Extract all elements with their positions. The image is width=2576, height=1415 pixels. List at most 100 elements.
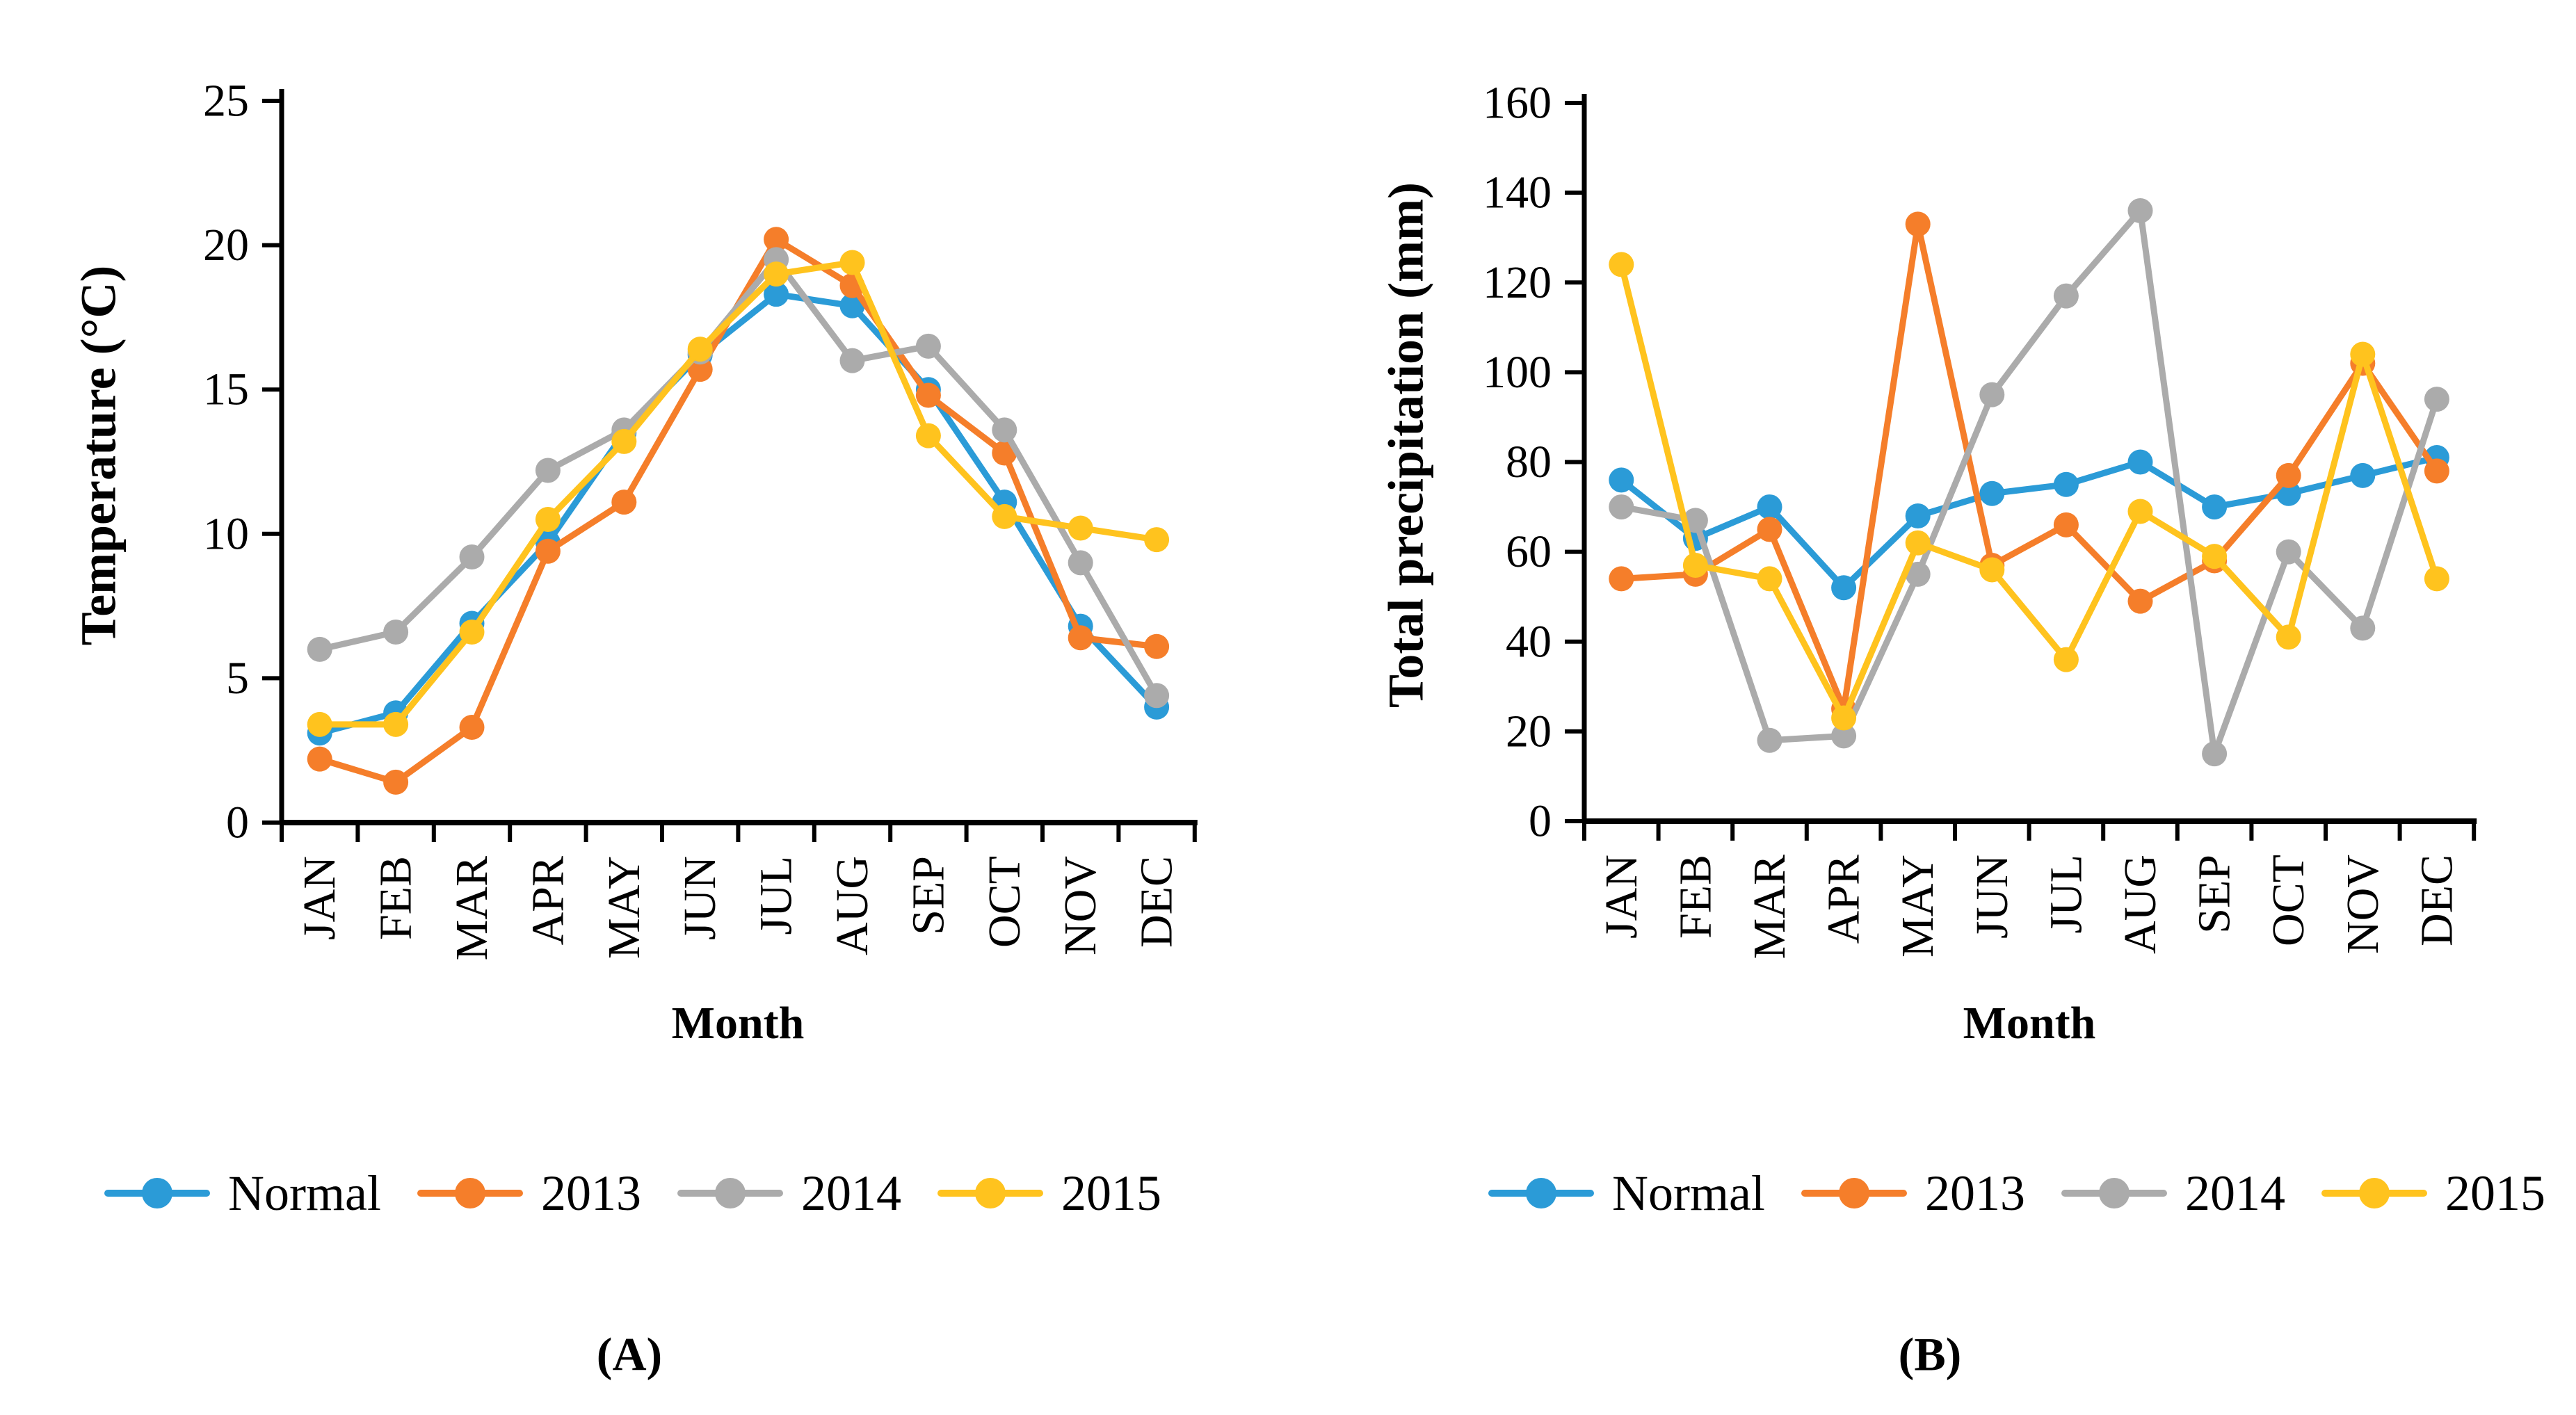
- data-point: [1068, 550, 1093, 576]
- y-tick-label: 80: [1506, 437, 1552, 487]
- series-normal: [1609, 445, 2449, 601]
- legend-label-normal: Normal: [1612, 1165, 1765, 1221]
- data-point: [459, 714, 485, 740]
- x-tick-label: APR: [1819, 855, 1869, 944]
- data-point: [764, 261, 789, 287]
- data-point: [611, 490, 637, 515]
- y-tick-label: 0: [226, 798, 249, 848]
- data-point: [307, 711, 332, 737]
- x-tick-label: SEP: [903, 856, 953, 935]
- data-point: [1979, 557, 2005, 583]
- data-point: [535, 507, 561, 533]
- legend-dot-icon: [974, 1178, 1006, 1208]
- y-tick-label: 60: [1506, 526, 1552, 577]
- data-point: [915, 423, 941, 448]
- data-point: [1757, 566, 1782, 592]
- legend-marker-normal: [1488, 1178, 1594, 1208]
- series-line: [1618, 220, 2440, 713]
- data-point: [1682, 552, 1708, 578]
- legend-chart-a: Normal 2013 2014 2015: [104, 1168, 1161, 1218]
- x-tick-label: JAN: [1596, 855, 1647, 939]
- series-2015: [307, 250, 1170, 737]
- data-point: [535, 458, 561, 483]
- data-point: [1609, 494, 1634, 520]
- data-point: [2276, 624, 2301, 650]
- data-point: [1831, 723, 1857, 749]
- x-tick-label: JUL: [2040, 855, 2091, 934]
- data-point: [1905, 503, 1931, 528]
- data-point: [764, 282, 789, 307]
- data-point: [687, 337, 713, 362]
- data-point: [611, 428, 637, 454]
- legend-label-normal: Normal: [228, 1165, 381, 1221]
- x-tick-label: NOV: [1055, 856, 1106, 955]
- legend-chart-b: Normal 2013 2014 2015: [1488, 1168, 2545, 1218]
- data-point: [764, 227, 789, 252]
- data-point: [2127, 588, 2153, 614]
- data-point: [915, 333, 941, 359]
- data-point: [2053, 512, 2079, 537]
- chart-panel-A: 0 5 10 15 20 25 JAN FEB MAR APR MAY JUN JUL AUG SEP OCT…: [203, 76, 1198, 960]
- legend-marker-2015: [2321, 1178, 2427, 1208]
- data-point: [2202, 544, 2228, 569]
- series-line: [1618, 261, 2440, 722]
- caption-panel-a: (A): [596, 1327, 663, 1381]
- x-tick-label: MAR: [446, 856, 497, 960]
- x-tick-label: AUG: [2115, 855, 2166, 954]
- data-point: [383, 769, 409, 795]
- legend-dot-icon: [1838, 1178, 1869, 1208]
- y-tick-label: 25: [203, 76, 249, 127]
- x-axis-title-month-a: Month: [671, 998, 805, 1049]
- y-axis-title-temperature: Temperature (°C): [70, 265, 127, 646]
- series-line: [316, 259, 1160, 728]
- y-tick-label: 15: [203, 364, 249, 415]
- x-tick-label: JUN: [1967, 855, 2018, 939]
- x-tick-label: OCT: [2263, 855, 2314, 946]
- y-tick-label: 120: [1483, 257, 1552, 308]
- legend-item-2015: 2015: [2321, 1168, 2545, 1218]
- x-tick-label: JAN: [294, 856, 345, 940]
- data-point: [2424, 387, 2449, 412]
- legend-dot-icon: [714, 1178, 746, 1208]
- data-point: [1831, 575, 1857, 601]
- legend-item-2013: 2013: [417, 1168, 641, 1218]
- data-point: [383, 711, 409, 737]
- data-point: [2276, 539, 2301, 565]
- data-point: [1609, 467, 1634, 493]
- caption-panel-b: (B): [1898, 1327, 1962, 1381]
- x-tick-label: SEP: [2189, 855, 2240, 934]
- legend-label-2014: 2014: [800, 1165, 901, 1221]
- legend-dot-icon: [2098, 1178, 2130, 1208]
- data-point: [1757, 494, 1782, 520]
- legend-label-2015: 2015: [1061, 1165, 1161, 1221]
- x-tick-label: AUG: [827, 856, 878, 955]
- legend-marker-normal: [104, 1178, 210, 1208]
- series-2015: [1609, 252, 2449, 731]
- data-point: [1757, 517, 1782, 542]
- data-point: [839, 250, 865, 275]
- data-point: [2276, 462, 2301, 488]
- data-point: [915, 382, 941, 408]
- y-tick-label: 20: [1506, 706, 1552, 757]
- legend-dot-icon: [454, 1178, 485, 1208]
- data-point: [2350, 462, 2376, 488]
- data-point: [1609, 252, 1634, 277]
- legend-item-2014: 2014: [2061, 1168, 2285, 1218]
- y-tick-label: 100: [1483, 347, 1552, 398]
- data-point: [2053, 283, 2079, 309]
- data-point: [2053, 471, 2079, 497]
- series-line: [316, 291, 1160, 736]
- legend-label-2014: 2014: [2184, 1165, 2285, 1221]
- x-tick-label: MAY: [1892, 855, 1943, 957]
- data-point: [2424, 566, 2449, 592]
- x-tick-label: OCT: [979, 856, 1030, 948]
- x-tick-label: NOV: [2337, 855, 2388, 954]
- data-point: [535, 538, 561, 564]
- data-point: [1609, 566, 1634, 592]
- series-line: [1618, 207, 2440, 757]
- y-tick-label: 10: [203, 508, 249, 559]
- data-point: [2127, 197, 2153, 223]
- legend-marker-2013: [1801, 1178, 1907, 1208]
